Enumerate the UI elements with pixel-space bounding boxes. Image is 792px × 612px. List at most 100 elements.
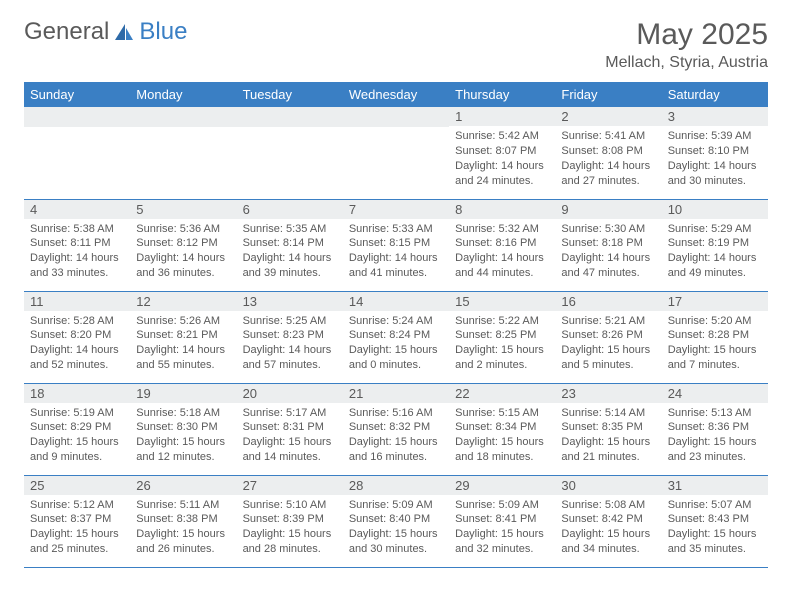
calendar-row: 11Sunrise: 5:28 AMSunset: 8:20 PMDayligh… <box>24 291 768 383</box>
sunset-line: Sunset: 8:34 PM <box>455 420 549 435</box>
daynum-bar-empty <box>237 107 343 127</box>
day-details: Sunrise: 5:41 AMSunset: 8:08 PMDaylight:… <box>555 126 661 192</box>
sunrise-line: Sunrise: 5:08 AM <box>561 498 655 513</box>
daynum-bar: 11 <box>24 292 130 311</box>
sunrise-line: Sunrise: 5:32 AM <box>455 222 549 237</box>
weekday-header: Saturday <box>662 82 768 107</box>
weekday-header: Sunday <box>24 82 130 107</box>
calendar-cell: 11Sunrise: 5:28 AMSunset: 8:20 PMDayligh… <box>24 291 130 383</box>
daynum-bar: 20 <box>237 384 343 403</box>
calendar-cell: 15Sunrise: 5:22 AMSunset: 8:25 PMDayligh… <box>449 291 555 383</box>
sunset-line: Sunset: 8:15 PM <box>349 236 443 251</box>
sunrise-line: Sunrise: 5:39 AM <box>668 129 762 144</box>
daylight-line: Daylight: 15 hours and 5 minutes. <box>561 343 655 373</box>
day-details: Sunrise: 5:29 AMSunset: 8:19 PMDaylight:… <box>662 219 768 285</box>
title-block: May 2025 Mellach, Styria, Austria <box>605 18 768 72</box>
daylight-line: Daylight: 14 hours and 39 minutes. <box>243 251 337 281</box>
daylight-line: Daylight: 15 hours and 30 minutes. <box>349 527 443 557</box>
sunset-line: Sunset: 8:39 PM <box>243 512 337 527</box>
sunset-line: Sunset: 8:42 PM <box>561 512 655 527</box>
daynum-bar: 9 <box>555 200 661 219</box>
daynum-bar-empty <box>24 107 130 127</box>
sunset-line: Sunset: 8:12 PM <box>136 236 230 251</box>
daylight-line: Daylight: 15 hours and 23 minutes. <box>668 435 762 465</box>
calendar-cell: 22Sunrise: 5:15 AMSunset: 8:34 PMDayligh… <box>449 383 555 475</box>
daynum-bar: 31 <box>662 476 768 495</box>
sunrise-line: Sunrise: 5:24 AM <box>349 314 443 329</box>
sunrise-line: Sunrise: 5:20 AM <box>668 314 762 329</box>
sunrise-line: Sunrise: 5:19 AM <box>30 406 124 421</box>
daynum-bar: 7 <box>343 200 449 219</box>
daylight-line: Daylight: 14 hours and 44 minutes. <box>455 251 549 281</box>
sunset-line: Sunset: 8:38 PM <box>136 512 230 527</box>
calendar-cell: 31Sunrise: 5:07 AMSunset: 8:43 PMDayligh… <box>662 475 768 567</box>
daynum-bar: 24 <box>662 384 768 403</box>
calendar-row: 4Sunrise: 5:38 AMSunset: 8:11 PMDaylight… <box>24 199 768 291</box>
daylight-line: Daylight: 15 hours and 25 minutes. <box>30 527 124 557</box>
sunrise-line: Sunrise: 5:09 AM <box>455 498 549 513</box>
calendar-cell: 30Sunrise: 5:08 AMSunset: 8:42 PMDayligh… <box>555 475 661 567</box>
day-details: Sunrise: 5:24 AMSunset: 8:24 PMDaylight:… <box>343 311 449 377</box>
sunset-line: Sunset: 8:08 PM <box>561 144 655 159</box>
calendar-cell <box>24 107 130 199</box>
day-details: Sunrise: 5:35 AMSunset: 8:14 PMDaylight:… <box>237 219 343 285</box>
weekday-header: Monday <box>130 82 236 107</box>
daylight-line: Daylight: 15 hours and 9 minutes. <box>30 435 124 465</box>
calendar-cell: 21Sunrise: 5:16 AMSunset: 8:32 PMDayligh… <box>343 383 449 475</box>
daynum-bar: 4 <box>24 200 130 219</box>
daynum-bar-empty <box>130 107 236 127</box>
daynum-bar: 5 <box>130 200 236 219</box>
daynum-bar: 26 <box>130 476 236 495</box>
daylight-line: Daylight: 14 hours and 30 minutes. <box>668 159 762 189</box>
day-details: Sunrise: 5:25 AMSunset: 8:23 PMDaylight:… <box>237 311 343 377</box>
daynum-bar: 23 <box>555 384 661 403</box>
calendar-cell: 3Sunrise: 5:39 AMSunset: 8:10 PMDaylight… <box>662 107 768 199</box>
day-details: Sunrise: 5:22 AMSunset: 8:25 PMDaylight:… <box>449 311 555 377</box>
daylight-line: Daylight: 15 hours and 26 minutes. <box>136 527 230 557</box>
daylight-line: Daylight: 15 hours and 0 minutes. <box>349 343 443 373</box>
calendar-cell: 10Sunrise: 5:29 AMSunset: 8:19 PMDayligh… <box>662 199 768 291</box>
calendar-cell: 5Sunrise: 5:36 AMSunset: 8:12 PMDaylight… <box>130 199 236 291</box>
weekday-header-row: Sunday Monday Tuesday Wednesday Thursday… <box>24 82 768 107</box>
daylight-line: Daylight: 15 hours and 32 minutes. <box>455 527 549 557</box>
calendar-cell: 23Sunrise: 5:14 AMSunset: 8:35 PMDayligh… <box>555 383 661 475</box>
logo-text-blue: Blue <box>139 18 187 46</box>
daynum-bar: 18 <box>24 384 130 403</box>
day-details: Sunrise: 5:42 AMSunset: 8:07 PMDaylight:… <box>449 126 555 192</box>
daylight-line: Daylight: 15 hours and 12 minutes. <box>136 435 230 465</box>
sunset-line: Sunset: 8:14 PM <box>243 236 337 251</box>
daynum-bar: 1 <box>449 107 555 126</box>
daylight-line: Daylight: 14 hours and 55 minutes. <box>136 343 230 373</box>
daynum-bar: 21 <box>343 384 449 403</box>
sunrise-line: Sunrise: 5:25 AM <box>243 314 337 329</box>
daylight-line: Daylight: 14 hours and 52 minutes. <box>30 343 124 373</box>
day-details: Sunrise: 5:17 AMSunset: 8:31 PMDaylight:… <box>237 403 343 469</box>
sunrise-line: Sunrise: 5:38 AM <box>30 222 124 237</box>
sunrise-line: Sunrise: 5:13 AM <box>668 406 762 421</box>
day-details: Sunrise: 5:10 AMSunset: 8:39 PMDaylight:… <box>237 495 343 561</box>
day-details: Sunrise: 5:12 AMSunset: 8:37 PMDaylight:… <box>24 495 130 561</box>
logo: General Blue <box>24 18 187 46</box>
calendar-cell: 16Sunrise: 5:21 AMSunset: 8:26 PMDayligh… <box>555 291 661 383</box>
calendar-cell: 7Sunrise: 5:33 AMSunset: 8:15 PMDaylight… <box>343 199 449 291</box>
sunrise-line: Sunrise: 5:33 AM <box>349 222 443 237</box>
daynum-bar: 10 <box>662 200 768 219</box>
sunset-line: Sunset: 8:37 PM <box>30 512 124 527</box>
daylight-line: Daylight: 14 hours and 24 minutes. <box>455 159 549 189</box>
sunrise-line: Sunrise: 5:09 AM <box>349 498 443 513</box>
location-label: Mellach, Styria, Austria <box>605 54 768 72</box>
page-title: May 2025 <box>605 18 768 52</box>
day-details: Sunrise: 5:33 AMSunset: 8:15 PMDaylight:… <box>343 219 449 285</box>
calendar-cell: 17Sunrise: 5:20 AMSunset: 8:28 PMDayligh… <box>662 291 768 383</box>
sunrise-line: Sunrise: 5:29 AM <box>668 222 762 237</box>
sunrise-line: Sunrise: 5:22 AM <box>455 314 549 329</box>
sunset-line: Sunset: 8:11 PM <box>30 236 124 251</box>
daylight-line: Daylight: 15 hours and 14 minutes. <box>243 435 337 465</box>
sunset-line: Sunset: 8:36 PM <box>668 420 762 435</box>
day-details: Sunrise: 5:38 AMSunset: 8:11 PMDaylight:… <box>24 219 130 285</box>
calendar-cell: 9Sunrise: 5:30 AMSunset: 8:18 PMDaylight… <box>555 199 661 291</box>
sunrise-line: Sunrise: 5:12 AM <box>30 498 124 513</box>
day-details: Sunrise: 5:20 AMSunset: 8:28 PMDaylight:… <box>662 311 768 377</box>
daylight-line: Daylight: 15 hours and 21 minutes. <box>561 435 655 465</box>
calendar-cell: 26Sunrise: 5:11 AMSunset: 8:38 PMDayligh… <box>130 475 236 567</box>
